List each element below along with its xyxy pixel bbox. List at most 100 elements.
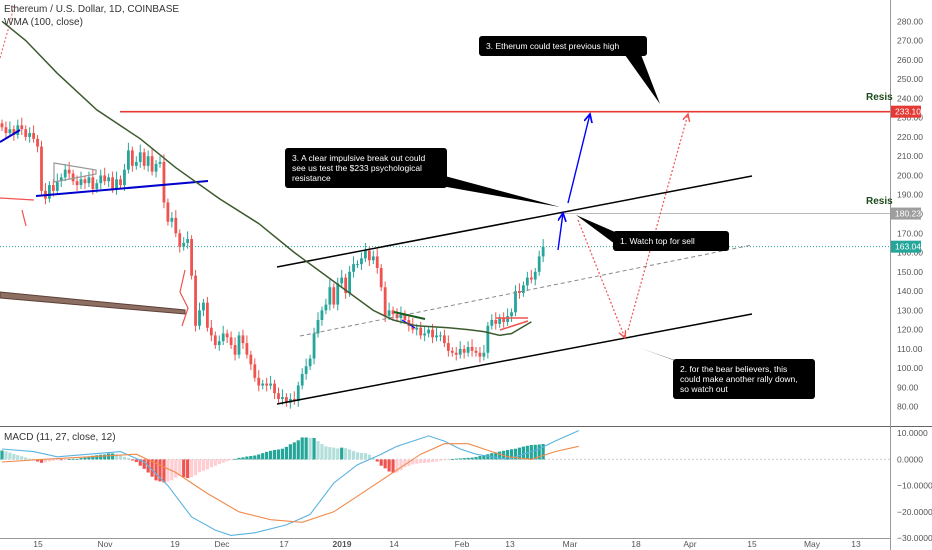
- candle-body: [142, 152, 146, 166]
- candle-body: [371, 256, 375, 261]
- macd-histogram-bar: [241, 457, 245, 460]
- candle-body: [360, 258, 363, 265]
- candle-body: [522, 285, 525, 294]
- macd-histogram-bar: [28, 458, 32, 460]
- candle-body: [450, 350, 454, 353]
- macd-histogram-bar: [201, 459, 206, 471]
- macd-histogram-bar: [486, 454, 490, 460]
- candle-body: [470, 346, 474, 351]
- candle-body: [296, 385, 300, 401]
- candle-body: [202, 302, 205, 311]
- candle-body: [40, 146, 43, 191]
- triangle-pattern: [53, 162, 97, 183]
- candle-body: [134, 161, 138, 166]
- price-tick-label: 220.00: [897, 132, 923, 142]
- macd-histogram-bar: [91, 455, 95, 460]
- time-tick-label: 2019: [333, 539, 352, 549]
- candle-body: [285, 397, 288, 403]
- candle-body: [32, 133, 35, 139]
- macd-histogram-bar: [359, 452, 364, 460]
- blue-up-arrow-short: [557, 213, 563, 251]
- candle-body: [59, 177, 63, 182]
- candle-body: [439, 335, 442, 337]
- candle-body: [130, 150, 134, 166]
- candle-body: [486, 325, 490, 353]
- macd-histogram-bar: [103, 454, 107, 460]
- macd-histogram-bar: [509, 449, 514, 460]
- macd-histogram-bar: [190, 459, 194, 478]
- candle-body: [146, 156, 150, 166]
- macd-histogram-bar: [162, 459, 166, 483]
- macd-histogram-bar: [217, 459, 221, 465]
- macd-tick-label: 10.0000: [897, 428, 928, 438]
- macd-histogram-bar: [340, 447, 344, 460]
- macd-histogram-bar: [134, 459, 138, 463]
- time-tick-label: Apr: [683, 539, 696, 549]
- macd-histogram-bar: [474, 457, 478, 460]
- candle-body: [474, 350, 478, 353]
- macd-histogram-bar: [186, 459, 190, 479]
- price-tick-label: 140.00: [897, 286, 923, 296]
- candle-body: [277, 393, 280, 400]
- time-tick-label: Mar: [563, 539, 578, 549]
- candle-body: [138, 152, 142, 162]
- left-red-line: [0, 197, 35, 201]
- candle-body: [411, 325, 415, 330]
- macd-histogram-bar: [284, 446, 288, 460]
- candle-body: [99, 175, 103, 184]
- macd-histogram-bar: [482, 454, 486, 460]
- candle-body: [281, 397, 284, 400]
- red-zigzag: [179, 269, 189, 327]
- candle-body: [87, 177, 91, 184]
- macd-histogram-bar: [126, 457, 130, 460]
- candle-body: [304, 366, 308, 374]
- macd-histogram-bar: [24, 457, 28, 460]
- candle-body: [387, 310, 391, 317]
- candle-body: [261, 383, 265, 386]
- candle-body: [478, 352, 482, 357]
- candle-body: [257, 377, 261, 386]
- macd-histogram-bar: [423, 459, 427, 463]
- candle-body: [83, 179, 87, 184]
- candle-body: [367, 250, 371, 261]
- macd-histogram-bar: [87, 456, 91, 460]
- macd-histogram-bar: [59, 459, 63, 461]
- macd-histogram-bar: [43, 459, 48, 463]
- candle-body: [498, 318, 502, 324]
- candle-body: [158, 161, 162, 164]
- macd-histogram-bar: [296, 440, 300, 460]
- green-mini-line: [393, 311, 426, 320]
- macd-histogram-bar: [371, 458, 375, 460]
- candle-body: [225, 333, 229, 338]
- macd-signal-line: [1, 443, 579, 523]
- candle-body: [332, 287, 336, 305]
- candle-body: [91, 177, 95, 189]
- macd-tick-label: −20.0000: [897, 507, 932, 517]
- price-tag-label: 233.10: [895, 107, 921, 117]
- macd-histogram-bar: [403, 459, 407, 468]
- candle-body: [71, 173, 75, 182]
- macd-histogram-bar: [0, 450, 4, 460]
- macd-histogram-bar: [304, 437, 308, 460]
- candle-body: [375, 256, 379, 268]
- candle-body: [537, 256, 541, 272]
- macd-histogram-bar: [261, 453, 265, 460]
- candle-body: [51, 185, 55, 191]
- callout-breakout: 3. A clear impulsive break out could see…: [285, 148, 447, 188]
- macd-histogram-bar: [245, 456, 249, 460]
- macd-macd-line: [1, 430, 579, 536]
- time-tick-label: May: [804, 539, 821, 549]
- macd-histogram-bar: [434, 459, 439, 462]
- macd-histogram-bar: [529, 445, 533, 460]
- candle-body: [431, 329, 434, 338]
- macd-histogram-bar: [533, 444, 537, 460]
- channel-lower-line: [276, 313, 753, 405]
- candle-body: [312, 333, 316, 359]
- time-tick-label: 15: [747, 539, 757, 549]
- macd-histogram-bar: [51, 459, 55, 461]
- macd-histogram-bar: [221, 459, 225, 463]
- price-tick-label: 80.00: [897, 402, 919, 412]
- candle-body: [107, 177, 111, 182]
- candle-body: [502, 318, 506, 322]
